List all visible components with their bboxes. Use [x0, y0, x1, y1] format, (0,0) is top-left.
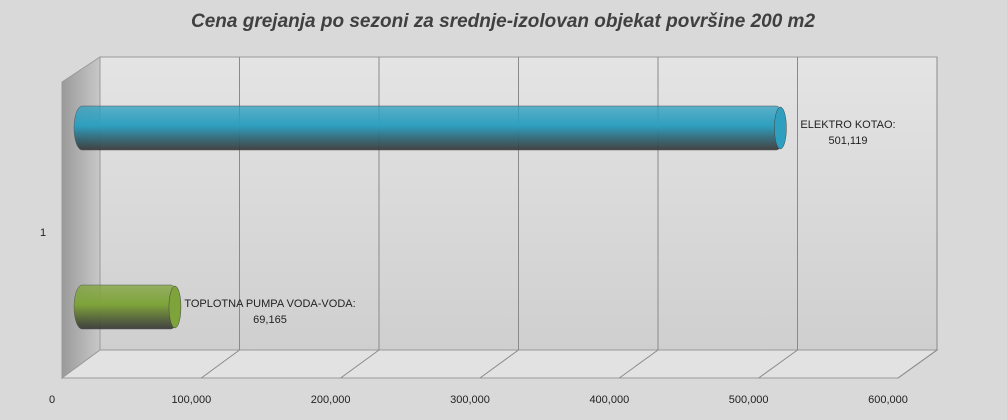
x-tick-label: 100,000 — [171, 394, 211, 406]
grid-line — [201, 349, 240, 379]
grid-line — [479, 349, 519, 379]
bar-cap — [168, 285, 182, 329]
grid-line — [619, 349, 659, 379]
bar — [73, 105, 785, 151]
data-label: 501,119 — [829, 135, 868, 147]
side-wall — [61, 56, 101, 379]
chart-title: Cena grejanja po sezoni za srednje-izolo… — [191, 11, 815, 32]
x-tick-label: 0 — [49, 394, 55, 406]
data-label-name: ELEKTRO KOTAO: — [800, 119, 895, 131]
grid-line — [340, 349, 380, 379]
data-label-name: TOPLOTNA PUMPA VODA-VODA: — [184, 298, 355, 310]
grid-line — [897, 349, 938, 379]
category-label: 1 — [40, 227, 46, 239]
bar-cap — [774, 106, 787, 150]
x-tick-label: 500,000 — [729, 394, 769, 406]
x-tick-label: 300,000 — [450, 394, 490, 406]
x-tick-label: 400,000 — [589, 394, 629, 406]
x-tick-label: 600,000 — [868, 394, 908, 406]
grid-line — [758, 349, 798, 379]
x-tick-label: 200,000 — [311, 394, 351, 406]
data-label: 69,165 — [253, 314, 287, 326]
bar — [73, 284, 180, 330]
